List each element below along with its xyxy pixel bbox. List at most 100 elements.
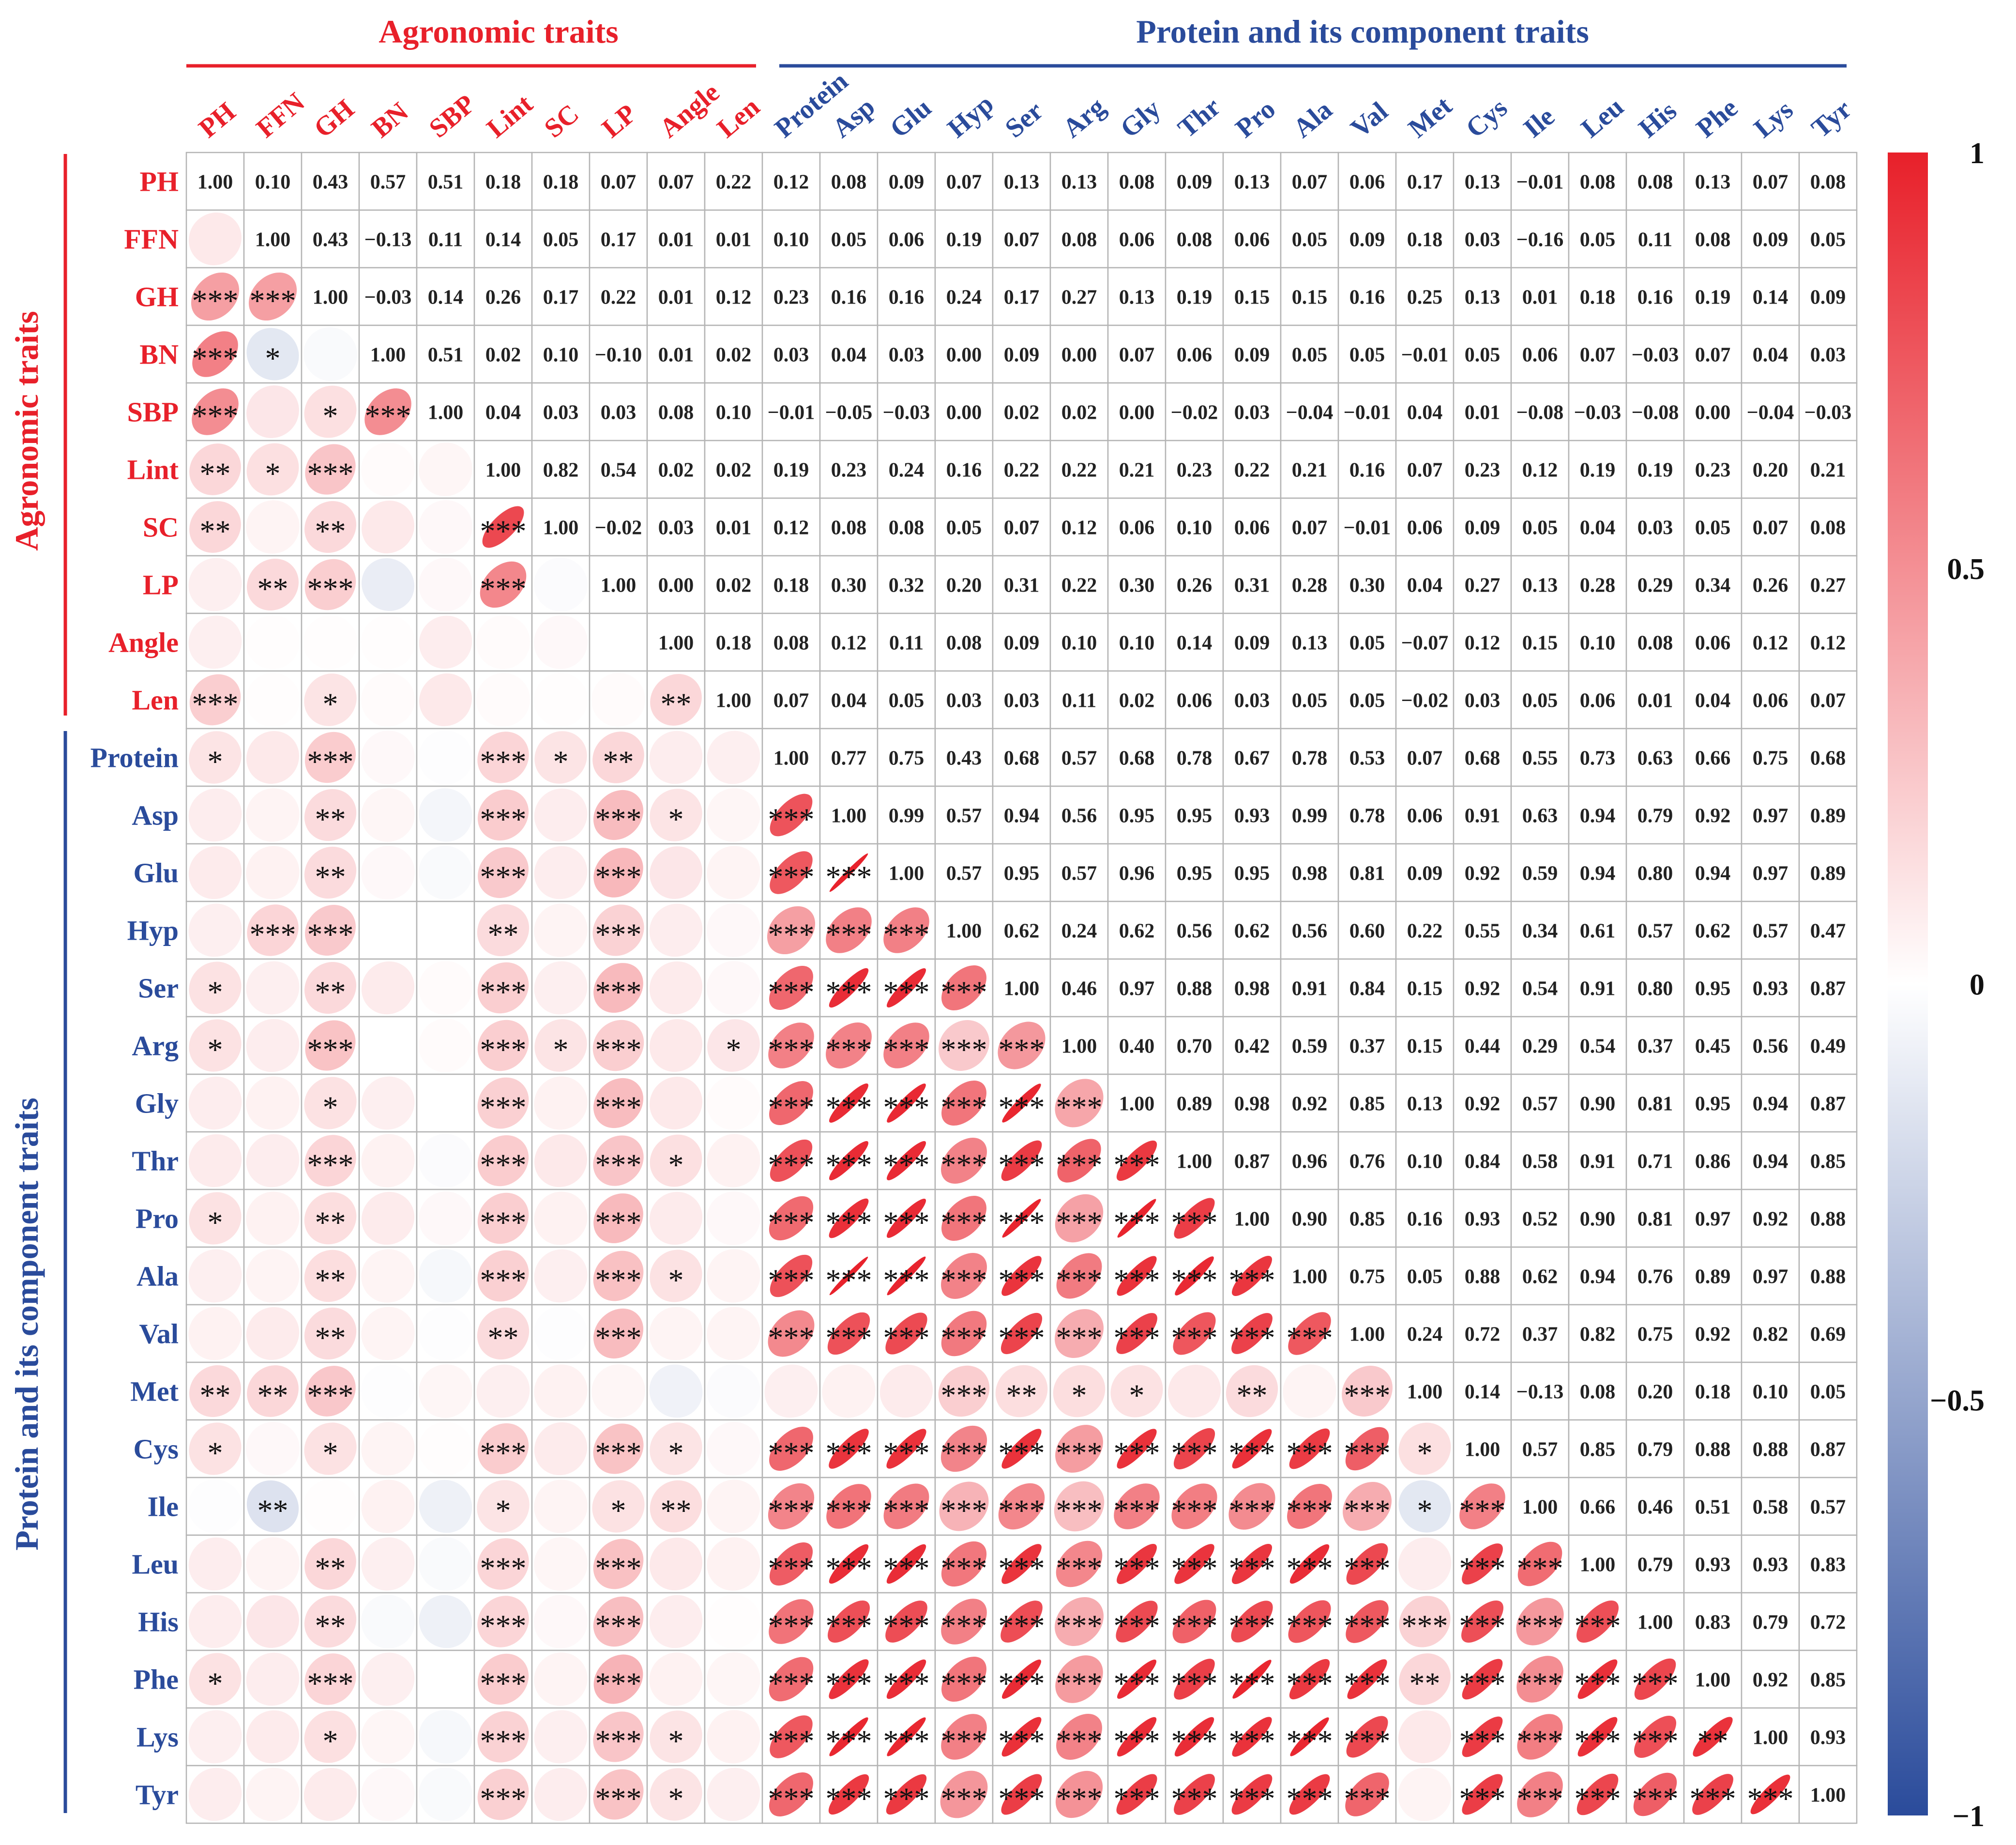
correlation-ellipse <box>246 1595 299 1648</box>
correlation-ellipse <box>1116 1140 1157 1181</box>
significance-mark: ** <box>603 745 634 779</box>
significance-mark: * <box>668 1782 684 1816</box>
value-label: 0.04 <box>1407 575 1443 597</box>
cell-gh-ala <box>1280 267 1339 326</box>
cell-ph-hyp <box>934 152 994 211</box>
column-label-pro: Pro <box>1230 94 1281 144</box>
value-label: 1.00 <box>313 287 349 309</box>
significance-mark: ** <box>315 802 346 837</box>
significance-mark: *** <box>595 975 642 1009</box>
correlation-ellipse <box>1055 1079 1104 1128</box>
significance-mark: *** <box>1575 1666 1621 1701</box>
cell-ala-val <box>1337 1246 1397 1306</box>
value-label: 0.20 <box>946 575 982 597</box>
correlation-ellipse <box>364 388 411 435</box>
column-label-phe: Phe <box>1691 92 1743 143</box>
row-label-sc: SC <box>143 512 179 543</box>
significance-mark: *** <box>1287 1724 1333 1758</box>
significance-mark: ** <box>200 1378 231 1413</box>
cell-asp-arg <box>1049 785 1109 845</box>
value-label: 1.00 <box>1810 1784 1846 1807</box>
cell-angle-thr <box>1165 612 1224 672</box>
value-label: 0.57 <box>1810 1496 1846 1519</box>
value-label: 0.21 <box>1292 459 1328 482</box>
cell-sc-pro <box>1222 497 1282 557</box>
value-label: 0.14 <box>428 287 464 309</box>
column-label-gh: GH <box>308 93 360 143</box>
significance-mark: *** <box>883 1724 930 1758</box>
correlation-ellipse <box>650 674 702 726</box>
correlation-ellipse <box>1001 1717 1042 1757</box>
value-label: 0.09 <box>1234 632 1270 655</box>
value-label: 0.08 <box>946 632 982 655</box>
correlation-ellipse <box>534 1422 588 1476</box>
significance-mark: *** <box>826 1436 872 1470</box>
value-label: 0.07 <box>1407 459 1443 482</box>
cell-ffn-lys <box>1741 209 1800 269</box>
correlation-ellipse <box>534 788 588 842</box>
cell-lint-len <box>704 440 763 499</box>
correlation-ellipse <box>246 961 300 1015</box>
correlation-ellipse <box>998 1022 1046 1069</box>
correlation-ellipse <box>189 961 242 1014</box>
correlation-ellipse <box>1516 1656 1563 1703</box>
value-label: 0.03 <box>658 517 694 539</box>
correlation-ellipse <box>534 1710 588 1764</box>
significance-mark: *** <box>480 1724 527 1758</box>
significance-mark: *** <box>1287 1609 1333 1643</box>
value-label: 0.22 <box>1407 920 1443 943</box>
correlation-ellipse <box>941 1599 987 1645</box>
correlation-ellipse <box>246 1019 300 1072</box>
correlation-ellipse <box>593 1308 644 1359</box>
cell-gh-lp <box>589 267 648 326</box>
value-label: 0.05 <box>1695 517 1731 539</box>
significance-mark: * <box>323 1436 338 1470</box>
correlation-ellipse <box>246 1076 300 1130</box>
value-label: 0.88 <box>1753 1439 1789 1461</box>
significance-mark: *** <box>768 802 815 837</box>
cell-gh-lint <box>473 267 533 326</box>
cell-lp-gly <box>1107 555 1167 614</box>
correlation-ellipse <box>593 1423 644 1474</box>
row-label-gly: Gly <box>135 1088 179 1119</box>
correlation-ellipse <box>247 904 299 956</box>
correlation-ellipse <box>829 853 868 892</box>
value-label: −0.08 <box>1632 402 1679 424</box>
value-label: 0.08 <box>1580 1381 1616 1403</box>
correlation-ellipse <box>827 1312 870 1355</box>
correlation-ellipse <box>649 1191 703 1245</box>
correlation-ellipse <box>1346 1600 1389 1643</box>
correlation-ellipse <box>650 1134 702 1187</box>
cell-ph-glu <box>877 152 936 211</box>
cell-gh-ser <box>992 267 1051 326</box>
correlation-ellipse <box>305 1366 356 1417</box>
value-label: 0.28 <box>1292 575 1328 597</box>
correlation-ellipse <box>534 1076 588 1130</box>
correlation-ellipse <box>304 1077 357 1129</box>
correlation-ellipse <box>1289 1659 1330 1700</box>
cell-thr-lys <box>1741 1131 1800 1190</box>
significance-mark: * <box>323 399 338 433</box>
value-label: 1.00 <box>1637 1612 1673 1634</box>
correlation-ellipse <box>706 1594 761 1649</box>
value-label: 0.02 <box>485 344 521 366</box>
cell-hyp-cys <box>1453 900 1512 960</box>
correlation-ellipse <box>941 1714 987 1760</box>
value-label: 0.53 <box>1349 747 1385 770</box>
cell-gh-lys <box>1741 267 1800 326</box>
cell-pro-ile <box>1510 1189 1570 1248</box>
correlation-ellipse <box>534 961 588 1015</box>
value-label: 0.77 <box>831 747 867 770</box>
significance-mark: *** <box>1459 1551 1506 1586</box>
value-label: 0.88 <box>1810 1266 1846 1288</box>
value-label: 0.07 <box>773 690 809 712</box>
correlation-ellipse <box>419 788 472 842</box>
correlation-ellipse <box>477 789 529 841</box>
significance-mark: * <box>726 1033 742 1067</box>
cell-sc-tyr <box>1798 497 1858 557</box>
significance-mark: ** <box>315 1321 346 1355</box>
significance-mark: *** <box>1171 1321 1218 1355</box>
significance-mark: *** <box>941 1551 987 1586</box>
correlation-ellipse <box>477 1769 529 1820</box>
significance-mark: *** <box>1056 1782 1103 1816</box>
